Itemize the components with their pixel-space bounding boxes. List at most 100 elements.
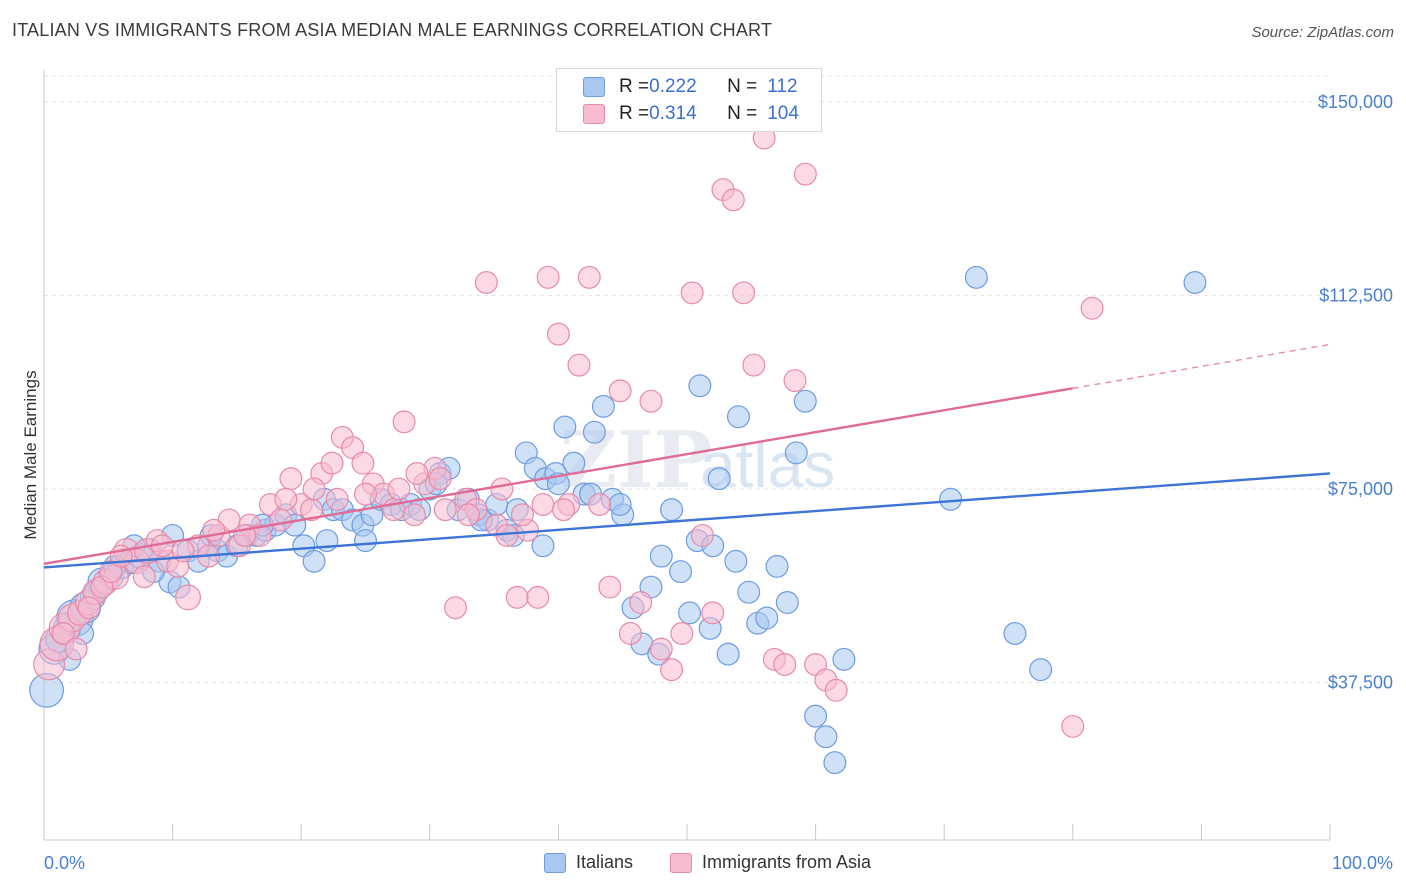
immigrants-point	[721, 188, 745, 212]
immigrants-point	[354, 482, 377, 506]
immigrants-point	[526, 585, 550, 609]
italians-point	[669, 560, 693, 584]
italians-point	[591, 394, 615, 418]
italians-point	[553, 415, 577, 439]
data-points	[29, 126, 1207, 775]
immigrants-point	[629, 591, 653, 615]
immigrants-point	[202, 518, 226, 542]
italians-point	[660, 498, 684, 522]
y-tick-label: $112,500	[1319, 285, 1393, 305]
gridlines	[44, 75, 1330, 684]
immigrants-point	[701, 601, 725, 625]
italians-point	[724, 549, 748, 573]
italians-point	[1029, 658, 1053, 682]
immigrants-point	[505, 585, 529, 609]
immigrants-trend-extension	[1072, 343, 1331, 390]
immigrants-point	[588, 492, 612, 516]
immigrants-point	[536, 265, 560, 289]
legend-item-immigrants[interactable]: Immigrants from Asia	[670, 852, 871, 873]
immigrants-point	[77, 596, 101, 620]
italians-legend-label: Italians	[576, 852, 634, 872]
immigrants-point	[531, 492, 555, 516]
immigrants-point	[269, 508, 293, 532]
stats-legend: R = 0.222 N = 112 R = 0.314 N = 104	[556, 68, 822, 132]
immigrants-point	[690, 523, 714, 547]
italians-point	[964, 265, 988, 289]
italians-point	[755, 606, 779, 630]
italians-point	[678, 601, 702, 625]
immigrants-point	[618, 622, 642, 646]
r-label: R =	[619, 76, 650, 97]
italians-legend-swatch	[544, 852, 566, 873]
immigrants-point	[392, 410, 416, 434]
italians-point	[784, 441, 808, 465]
y-tick-label: $150,000	[1318, 92, 1393, 112]
series-immigrants	[33, 126, 1104, 738]
x-tick-label-min: 0.0%	[44, 853, 85, 873]
chart-title: ITALIAN VS IMMIGRANTS FROM ASIA MEDIAN M…	[12, 20, 773, 40]
immigrants-point	[680, 281, 704, 305]
immigrants-point	[495, 523, 519, 547]
immigrants-point	[608, 379, 632, 403]
italians-swatch	[583, 77, 605, 97]
y-axis-label: Median Male Earnings	[21, 370, 40, 539]
italians-point	[726, 405, 750, 429]
immigrants-point	[302, 477, 326, 501]
immigrants-point	[175, 584, 202, 611]
italians-point	[1003, 622, 1027, 646]
n-label: N =	[727, 76, 758, 97]
n-value: 112	[767, 76, 798, 97]
immigrants-point	[387, 477, 411, 501]
trend-lines	[43, 343, 1331, 569]
immigrants-point	[773, 652, 797, 676]
legend-item-italians[interactable]: Italians	[544, 852, 633, 873]
italians-point	[939, 487, 963, 511]
series-legend: Italians Immigrants from Asia	[0, 852, 1406, 878]
legend-row-italians: R = 0.222 N = 112	[583, 75, 798, 99]
italians-point	[531, 534, 555, 558]
immigrants-point	[433, 498, 457, 522]
immigrants-point	[742, 353, 766, 377]
immigrants-point	[1061, 714, 1085, 738]
y-tick-label: $75,000	[1328, 479, 1393, 499]
immigrants-point	[351, 451, 375, 475]
immigrants-point	[649, 637, 673, 661]
immigrants-legend-label: Immigrants from Asia	[702, 852, 872, 872]
immigrants-point	[274, 487, 298, 511]
axis-labels: $37,500 $75,000 $112,500 $150,000 0.0% 100.0%…	[21, 92, 1393, 873]
italians-point	[716, 642, 740, 666]
immigrants-point	[546, 322, 570, 346]
immigrants-point	[456, 503, 480, 527]
immigrants-point	[51, 622, 75, 646]
immigrants-point	[510, 503, 534, 527]
immigrants-point	[490, 477, 514, 501]
italians-point	[823, 751, 847, 775]
immigrants-point	[64, 637, 88, 661]
y-tick-label: $37,500	[1328, 673, 1393, 693]
immigrants-point	[405, 461, 429, 485]
series-italians	[29, 265, 1207, 775]
immigrants-point	[567, 353, 591, 377]
italians-point	[688, 374, 712, 398]
n-label: N =	[727, 103, 758, 124]
immigrants-point	[783, 369, 807, 393]
italians-point	[832, 647, 856, 671]
immigrants-point	[402, 503, 426, 527]
italians-point	[775, 591, 799, 615]
immigrants-point	[428, 467, 452, 491]
immigrants-point	[660, 658, 684, 682]
x-tick-label-max: 100.0%	[1332, 853, 1393, 873]
immigrants-point	[444, 596, 468, 620]
immigrants-point	[793, 162, 817, 186]
immigrants-point	[1080, 296, 1104, 320]
r-label: R =	[619, 103, 650, 124]
axes	[43, 70, 1331, 841]
immigrants-point	[474, 270, 498, 294]
italians-point	[302, 549, 326, 573]
italians-point	[546, 472, 570, 496]
italians-point	[793, 389, 817, 413]
italians-point	[582, 420, 606, 444]
immigrants-point	[670, 622, 694, 646]
immigrants-point	[639, 389, 663, 413]
immigrants-point	[325, 487, 349, 511]
